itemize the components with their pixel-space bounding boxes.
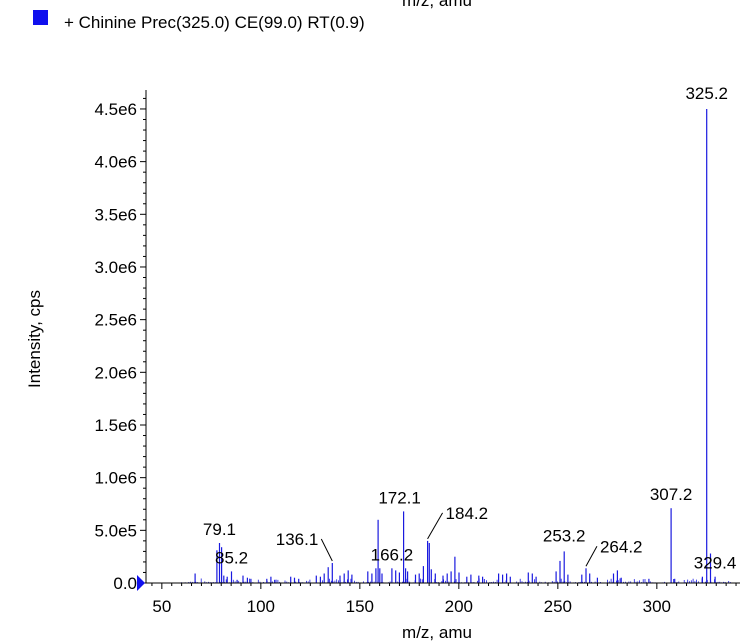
legend-label: + Chinine Prec(325.0) CE(99.0) RT(0.9) — [64, 13, 365, 32]
x-axis-title: m/z, amu — [402, 623, 472, 642]
peak-label: 184.2 — [446, 504, 489, 523]
annotation-leader-line — [427, 512, 443, 540]
x-tick-label: 250 — [544, 597, 572, 616]
y-tick-label: 1.0e6 — [94, 469, 137, 488]
y-tick-label: 3.0e6 — [94, 258, 137, 277]
spectrum-peaks — [194, 109, 716, 583]
peak-label: 166.2 — [371, 545, 414, 564]
peak-label: 172.1 — [378, 488, 421, 507]
annotation-leader-line — [585, 546, 598, 567]
annotation-leader-line — [320, 538, 333, 562]
peak-label: 85.2 — [215, 548, 248, 567]
peak-annotations: 79.1 85.2 136.1 166.2 172.1 184.2 253.2 264.2 30… — [203, 84, 736, 573]
peak-label: 325.2 — [685, 84, 728, 103]
x-tick-label: 50 — [152, 597, 171, 616]
y-tick-label: 4.5e6 — [94, 100, 137, 119]
peak-label: 253.2 — [543, 526, 586, 545]
peak-label: 264.2 — [600, 537, 643, 556]
x-tick-label: 200 — [445, 597, 473, 616]
y-axis-title: Intensity, cps — [25, 290, 44, 388]
top-cut-axis-label: m/z, amu — [402, 0, 472, 10]
y-tick-label: 5.0e5 — [94, 521, 137, 540]
x-tick-label: 150 — [346, 597, 374, 616]
peak-label: 307.2 — [650, 485, 693, 504]
y-tick-label: 2.0e6 — [94, 363, 137, 382]
peak-label: 79.1 — [203, 520, 236, 539]
x-tick-label: 300 — [643, 597, 671, 616]
baseline-noise — [181, 578, 731, 583]
y-tick-label: 0.0 — [113, 574, 137, 593]
y-axis-ticks: 0.0 5.0e5 1.0e6 1.5e6 2.0e6 2.5e6 3.0e6 3.5e6 4.… — [94, 97, 146, 593]
x-tick-label: 100 — [247, 597, 275, 616]
legend-swatch — [33, 10, 48, 25]
y-tick-label: 1.5e6 — [94, 416, 137, 435]
x-axis-ticks: 50 100 150 200 250 300 — [151, 583, 737, 616]
y-tick-label: 2.5e6 — [94, 311, 137, 330]
y-tick-label: 4.0e6 — [94, 153, 137, 172]
y-tick-label: 3.5e6 — [94, 205, 137, 224]
peak-label: 329.4 — [694, 554, 737, 573]
peak-label: 136.1 — [276, 530, 319, 549]
axis-origin-marker — [137, 575, 145, 591]
